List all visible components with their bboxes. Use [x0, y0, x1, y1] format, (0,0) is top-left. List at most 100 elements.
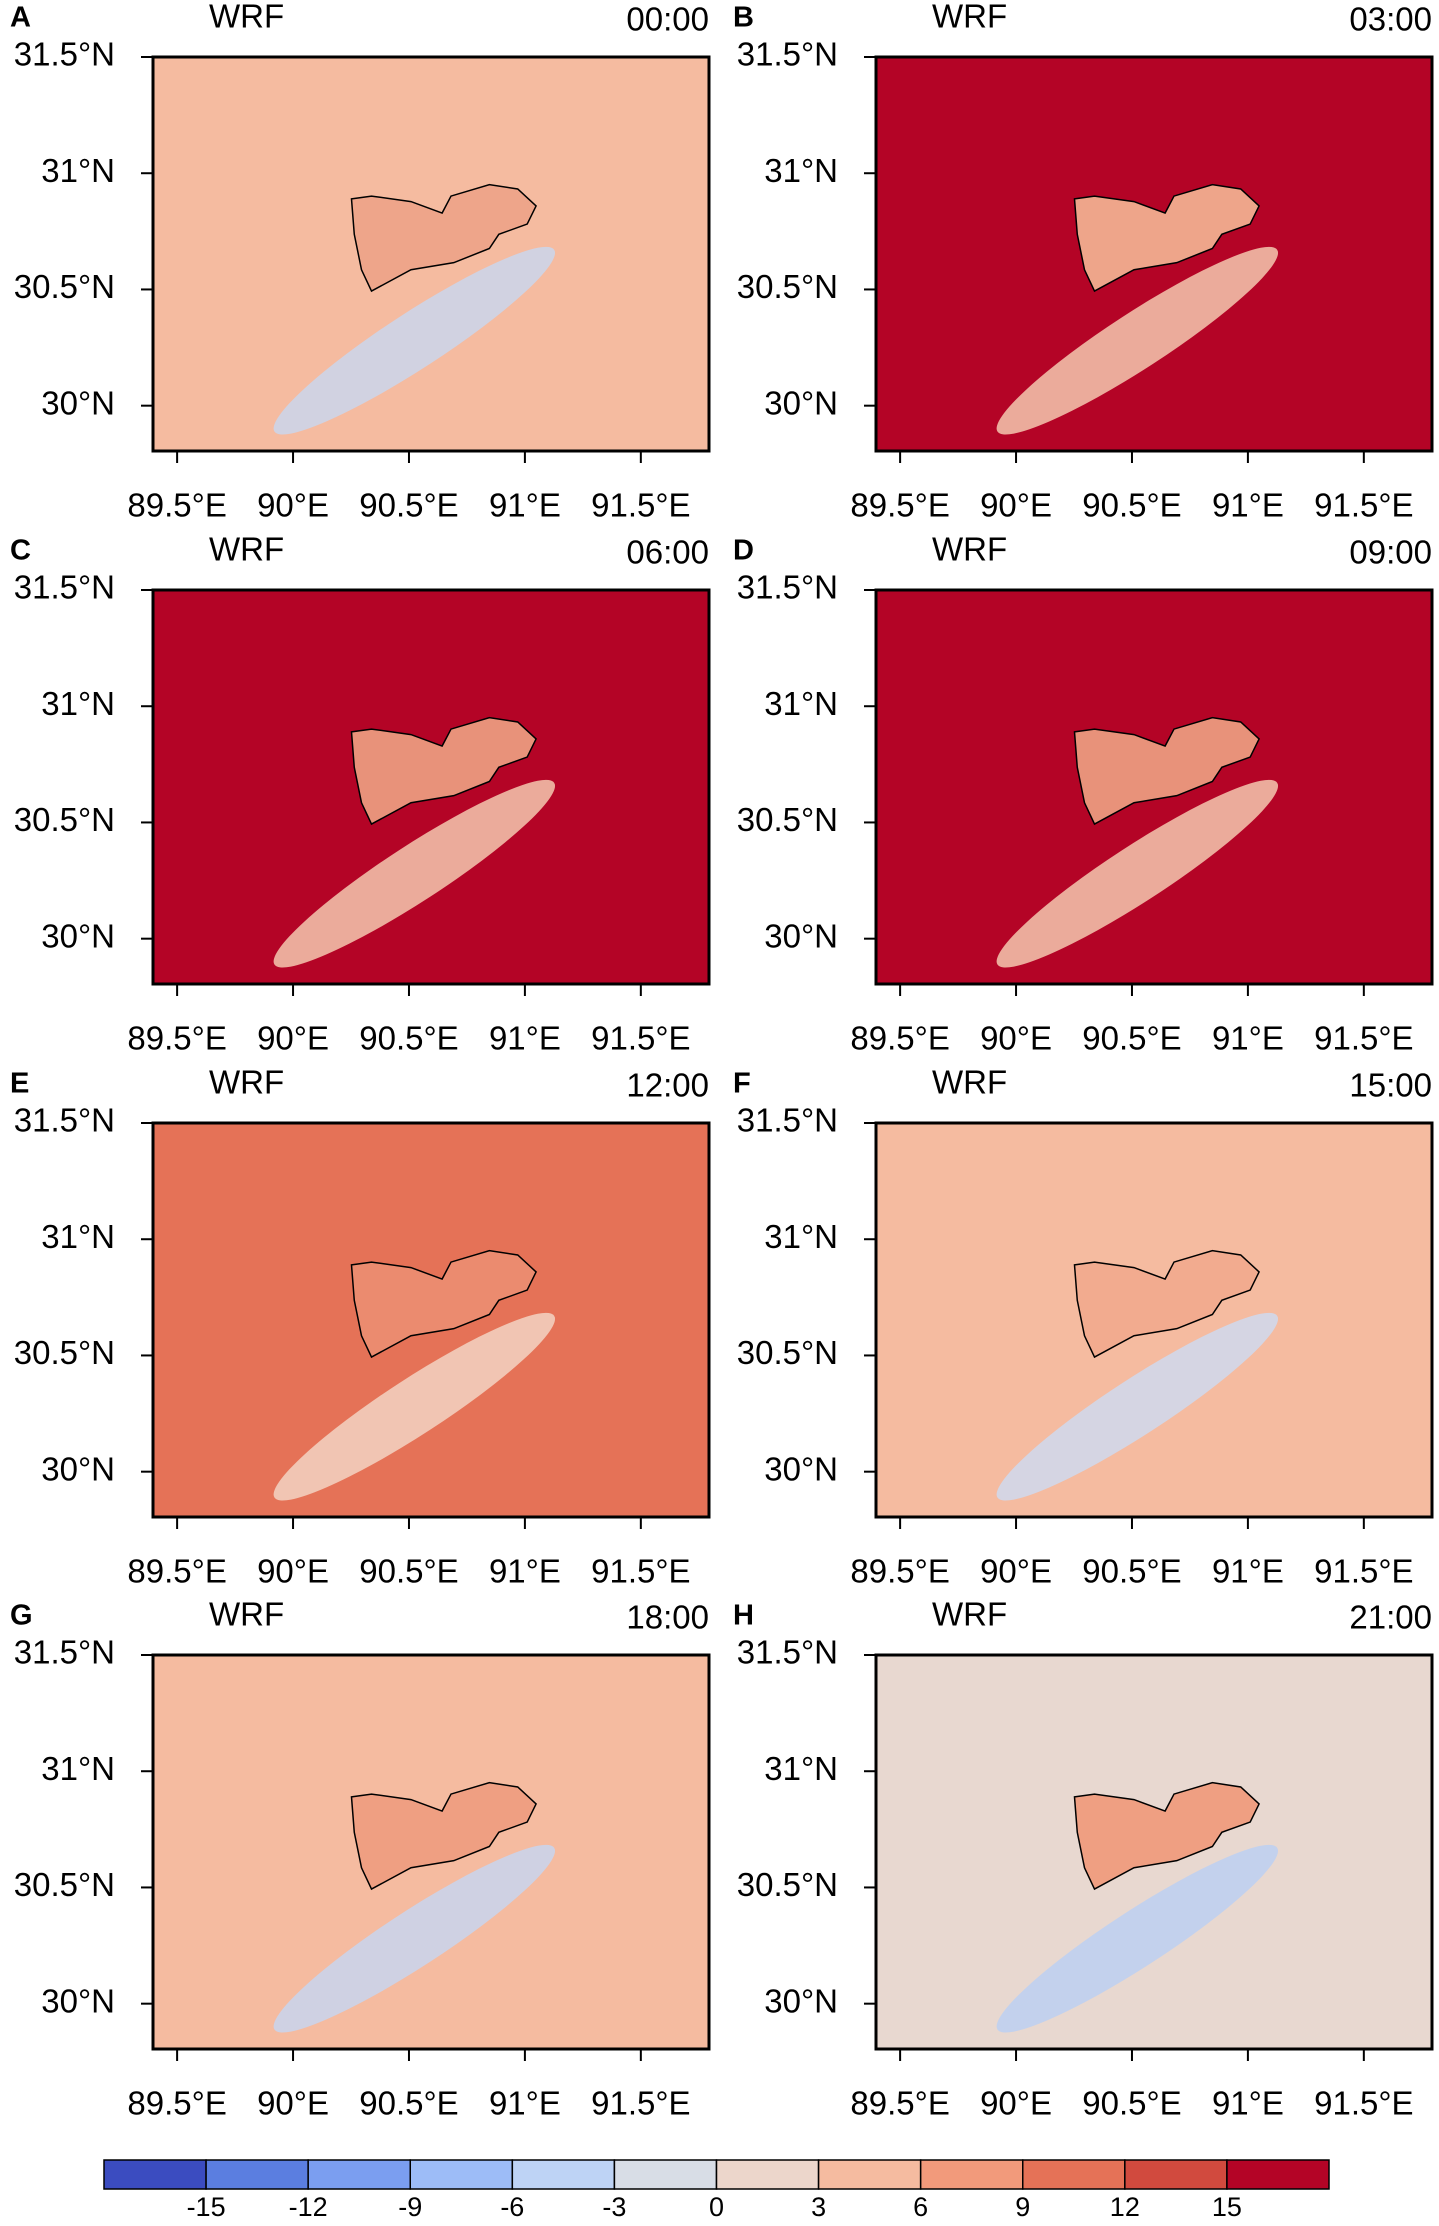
valley-band [273, 246, 556, 435]
field [273, 183, 556, 435]
lat-tick-label: 30°N [764, 917, 838, 954]
frame [151, 55, 711, 453]
lat-tick-label: 31°N [41, 1750, 115, 1787]
lon-tick-label: 91°E [1212, 1020, 1284, 1057]
colorbar-segment [307, 2159, 411, 2190]
lon-tick-label: 91°E [489, 487, 561, 524]
time-label: 18:00 [626, 1599, 709, 1636]
field [273, 716, 556, 968]
model-label: WRF [209, 1064, 284, 1101]
lon-tick-label: 89.5°E [127, 487, 226, 524]
lon-tick-label: 90°E [980, 487, 1052, 524]
lon-tick-label: 90.5°E [1082, 487, 1181, 524]
lat-tick-label: 31.5°N [737, 1102, 838, 1139]
lon-tick-label: 91°E [489, 1553, 561, 1590]
lon-tick-label: 90.5°E [1082, 2085, 1181, 2122]
colorbar-tick-label: 3 [811, 2192, 826, 2222]
panel-letter: G [10, 1600, 33, 1632]
field [996, 183, 1279, 435]
frame [874, 588, 1434, 986]
lat-tick-label: 30°N [764, 384, 838, 421]
lon-tick-label: 91°E [1212, 2085, 1284, 2122]
lat-tick-label: 30°N [41, 1982, 115, 2019]
lon-tick-label: 89.5°E [127, 2085, 226, 2122]
lon-tick-label: 91°E [1212, 487, 1284, 524]
lat-tick-label: 31°N [764, 685, 838, 722]
map-panel: B WRF 03:00 89.5°E 90°E 90.5°E 91°E 91.5°E 30°N 3… [733, 0, 1434, 524]
lon-tick-label: 91.5°E [1314, 1553, 1413, 1590]
colorbar-tick-label: 12 [1110, 2192, 1140, 2222]
lat-tick-label: 31.5°N [737, 36, 838, 73]
lat-tick-label: 31.5°N [14, 1634, 115, 1671]
time-label: 00:00 [626, 1, 709, 38]
lake-outline [1073, 1249, 1260, 1359]
lat-tick-label: 31.5°N [737, 569, 838, 606]
colorbar-tick-label: 0 [709, 2192, 724, 2222]
lat-tick-label: 30°N [764, 1450, 838, 1487]
field [996, 716, 1279, 968]
colorbar-tick-label: -12 [289, 2192, 328, 2222]
valley-band [273, 1844, 556, 2033]
colorbar-segment [817, 2159, 922, 2190]
frame [874, 1653, 1434, 2051]
colorbar-segment [205, 2159, 309, 2190]
lake-outline [1073, 1781, 1260, 1891]
frame [151, 1121, 711, 1519]
model-label: WRF [209, 1596, 284, 1633]
lat-tick-label: 30.5°N [14, 801, 115, 838]
lake-outline [350, 716, 538, 826]
lat-tick-label: 30.5°N [14, 1334, 115, 1371]
lat-tick-label: 31°N [41, 1218, 115, 1255]
valley-band [996, 779, 1279, 968]
map-panel: H WRF 21:00 89.5°E 90°E 90.5°E 91°E 91.5°E 30°N 3… [733, 1596, 1434, 2122]
time-label: 06:00 [626, 534, 709, 571]
time-label: 12:00 [626, 1067, 709, 1104]
lon-tick-label: 91.5°E [591, 1553, 690, 1590]
lon-tick-label: 89.5°E [850, 1020, 949, 1057]
lon-tick-label: 90°E [980, 1553, 1052, 1590]
lon-tick-label: 89.5°E [127, 1020, 226, 1057]
frame [151, 1653, 711, 2051]
lon-tick-label: 90.5°E [359, 1553, 458, 1590]
lat-tick-label: 30.5°N [14, 268, 115, 305]
field [996, 1781, 1279, 2033]
lat-tick-label: 30°N [764, 1982, 838, 2019]
lon-tick-label: 91.5°E [591, 487, 690, 524]
panel-letter: H [733, 1600, 754, 1632]
time-label: 15:00 [1349, 1067, 1432, 1104]
field [273, 1781, 556, 2033]
lat-tick-label: 31°N [764, 1218, 838, 1255]
frame [151, 588, 711, 986]
colorbar-segment [1124, 2159, 1228, 2190]
panel-letter: E [10, 1068, 29, 1100]
lon-tick-label: 90.5°E [1082, 1553, 1181, 1590]
panel-letter: D [733, 535, 754, 567]
map-panel: A WRF 00:00 89.5°E 90°E 90.5°E 91°E 91.5°E 30°N 3… [10, 0, 711, 524]
lake-outline [350, 1781, 538, 1891]
lat-tick-label: 30°N [41, 917, 115, 954]
lon-tick-label: 90°E [257, 2085, 329, 2122]
colorbar-segment [103, 2159, 207, 2190]
model-label: WRF [209, 0, 284, 35]
time-label: 09:00 [1349, 534, 1432, 571]
valley-band [996, 246, 1279, 435]
panel-letter: C [10, 535, 31, 567]
lon-tick-label: 89.5°E [850, 2085, 949, 2122]
lat-tick-label: 31.5°N [14, 36, 115, 73]
colorbar-segment [1022, 2159, 1126, 2190]
lon-tick-label: 91°E [1212, 1553, 1284, 1590]
colorbar-tick-label: -3 [602, 2192, 626, 2222]
colorbar-tick-label: 6 [913, 2192, 928, 2222]
lon-tick-label: 91°E [489, 1020, 561, 1057]
colorbar-segment [919, 2159, 1024, 2190]
colorbar-tick-label: -15 [187, 2192, 226, 2222]
lat-tick-label: 31°N [764, 1750, 838, 1787]
lat-tick-label: 30°N [41, 1450, 115, 1487]
valley-band [273, 1312, 556, 1501]
lon-tick-label: 89.5°E [127, 1553, 226, 1590]
lake-outline [1073, 183, 1260, 293]
colorbar-segment [715, 2159, 820, 2190]
lat-tick-label: 30.5°N [737, 1866, 838, 1903]
lat-tick-label: 31.5°N [737, 1634, 838, 1671]
